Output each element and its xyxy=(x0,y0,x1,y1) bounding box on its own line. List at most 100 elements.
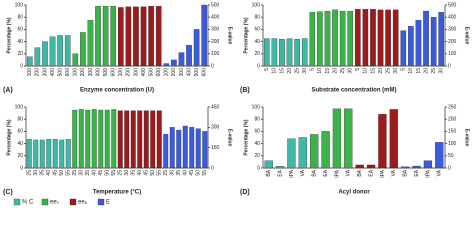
y-tick-label: 100 xyxy=(15,2,24,8)
bar xyxy=(140,6,147,67)
bar xyxy=(423,10,429,67)
bar xyxy=(392,9,399,67)
y2-tick-label: 400 xyxy=(448,15,457,21)
x-tick-label: 55 xyxy=(111,170,117,176)
bar xyxy=(171,59,177,67)
x-tick-label: 35 xyxy=(176,170,182,176)
y-tick-label: 20 xyxy=(254,153,260,159)
x-tick-label: BA xyxy=(266,169,272,176)
x-tick-label: 100 xyxy=(27,68,33,77)
x-tick-label: 25 xyxy=(118,170,124,176)
y-tick-label: 100 xyxy=(252,2,261,8)
x-tick-label: 200 xyxy=(126,68,132,77)
y2-tick-label: 500 xyxy=(211,2,220,8)
x-tick-label: 50 xyxy=(196,170,202,176)
bar xyxy=(65,139,71,169)
x-tick-label: 10 xyxy=(408,68,414,74)
bar xyxy=(435,142,444,169)
x-tick-label: 400 xyxy=(50,68,56,77)
bar xyxy=(85,109,91,169)
x-tick-label: 30 xyxy=(33,170,39,176)
y2-tick-label: 150 xyxy=(211,145,220,151)
x-tick-label: 30 xyxy=(79,170,85,176)
x-tick-label: 45 xyxy=(144,170,150,176)
x-tick-label: VA xyxy=(346,169,352,176)
legend-swatch xyxy=(69,198,77,206)
y-tick-label: 80 xyxy=(17,15,23,21)
panel-label: (B) xyxy=(240,87,250,94)
y2-tick-label: 50 xyxy=(448,153,454,159)
bar xyxy=(415,20,422,67)
x-tick-label: 15 xyxy=(325,68,331,74)
x-tick-label: 400 xyxy=(141,68,147,77)
y2-tick-label: 450 xyxy=(211,104,220,110)
bar xyxy=(133,6,139,67)
panel-label: (D) xyxy=(240,189,250,196)
x-tick-label: 25 xyxy=(340,68,346,74)
bar xyxy=(124,110,130,169)
bar xyxy=(271,38,278,67)
bar xyxy=(57,35,63,67)
panel-label: (A) xyxy=(3,87,13,94)
bar xyxy=(201,4,208,67)
x-tick-label: IPA xyxy=(334,169,340,177)
bar xyxy=(287,138,296,169)
x-tick-label: 300 xyxy=(179,68,185,77)
x-tick-label: 50 xyxy=(59,170,65,176)
bar xyxy=(401,166,410,169)
x-tick-label: 200 xyxy=(35,68,41,77)
bar xyxy=(344,108,353,169)
legend-label: eeₚ xyxy=(78,200,88,206)
x-tick-label: 25 xyxy=(385,68,391,74)
x-tick-label: 500 xyxy=(103,68,109,77)
bar xyxy=(117,110,123,169)
x-tick-label: 200 xyxy=(171,68,177,77)
x-tick-label: 30 xyxy=(124,170,130,176)
bar xyxy=(176,129,182,169)
bar xyxy=(385,9,391,67)
x-tick-label: 5 xyxy=(310,68,316,71)
bar xyxy=(91,109,97,169)
x-axis-label: Substrate concentration (mM) xyxy=(311,88,396,94)
x-tick-label: 10 xyxy=(317,68,323,74)
bar xyxy=(339,10,346,67)
x-tick-label: 40 xyxy=(46,170,52,176)
x-tick-label: 15 xyxy=(416,68,422,74)
x-tick-label: 40 xyxy=(137,170,143,176)
bar xyxy=(117,7,124,67)
y2-tick-label: 400 xyxy=(211,15,220,21)
x-tick-label: 300 xyxy=(42,68,48,77)
y-axis-label: Percentage (%) xyxy=(243,17,249,53)
bar xyxy=(26,139,32,169)
x-tick-label: 5 xyxy=(401,68,407,71)
bar xyxy=(286,38,293,67)
legend-swatch xyxy=(41,198,49,206)
y-axis-label: Percentage (%) xyxy=(6,17,12,53)
x-tick-label: 25 xyxy=(431,68,437,74)
x-tick-label: 35 xyxy=(131,170,137,176)
y2-tick-label: 100 xyxy=(211,51,220,57)
x-tick-label: 15 xyxy=(370,68,376,74)
bar xyxy=(169,127,175,169)
bar xyxy=(33,139,39,169)
bar xyxy=(324,10,331,67)
x-tick-label: 10 xyxy=(272,68,278,74)
y-tick-label: 0 xyxy=(20,165,23,171)
x-tick-label: 600 xyxy=(65,68,71,77)
bar xyxy=(370,9,376,67)
x-tick-label: 500 xyxy=(148,68,154,77)
y2-tick-label: 0 xyxy=(211,63,214,69)
bar xyxy=(72,53,79,67)
x-tick-label: IPA xyxy=(289,169,295,177)
y2-tick-label: 0 xyxy=(211,165,214,171)
bar xyxy=(95,6,101,67)
y2-tick-label: 100 xyxy=(448,51,457,57)
bar xyxy=(301,38,308,67)
y2-axis-label: E-value xyxy=(464,129,470,147)
x-tick-label: 55 xyxy=(66,170,72,176)
y-tick-label: 20 xyxy=(17,153,23,159)
x-tick-label: EA xyxy=(277,169,283,176)
x-tick-label: 45 xyxy=(98,170,104,176)
bar xyxy=(104,109,110,169)
